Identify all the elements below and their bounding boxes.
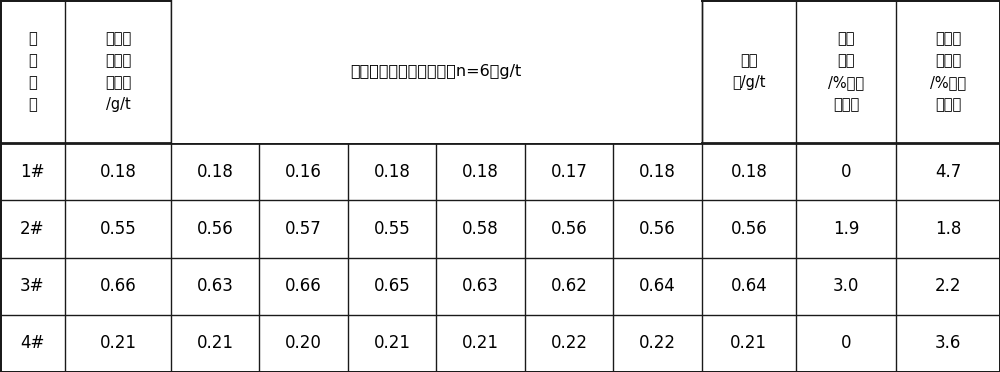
Text: 0.20: 0.20: [285, 334, 322, 352]
Text: 0.18: 0.18: [197, 163, 234, 181]
Text: 3.0: 3.0: [833, 277, 859, 295]
Text: 0.18: 0.18: [374, 163, 411, 181]
Text: 0.56: 0.56: [197, 220, 234, 238]
Text: 0.21: 0.21: [99, 334, 136, 352]
Text: 0.64: 0.64: [730, 277, 767, 295]
Text: 0.21: 0.21: [374, 334, 411, 352]
Text: 0: 0: [841, 334, 851, 352]
Text: 0.18: 0.18: [462, 163, 499, 181]
Text: 0.64: 0.64: [639, 277, 676, 295]
Text: 0.58: 0.58: [462, 220, 499, 238]
Text: 0: 0: [841, 163, 851, 181]
Text: 相对标
准偏差
/%（精
密度）: 相对标 准偏差 /%（精 密度）: [930, 31, 966, 112]
Text: 4.7: 4.7: [935, 163, 961, 181]
Text: 样
品
名
称: 样 品 名 称: [28, 31, 37, 112]
Text: 0.21: 0.21: [197, 334, 234, 352]
Text: 3.6: 3.6: [935, 334, 961, 352]
Text: 0.66: 0.66: [100, 277, 136, 295]
Text: 0.22: 0.22: [639, 334, 676, 352]
Text: 2.2: 2.2: [935, 277, 961, 295]
Text: 0.56: 0.56: [639, 220, 676, 238]
Text: 本发明的方法铂测定值（n=6）g/t: 本发明的方法铂测定值（n=6）g/t: [351, 64, 522, 79]
Text: 3#: 3#: [20, 277, 45, 295]
Text: 相对
误差
/%（准
确度）: 相对 误差 /%（准 确度）: [828, 31, 864, 112]
Text: 0.17: 0.17: [551, 163, 587, 181]
Text: 0.56: 0.56: [551, 220, 587, 238]
Text: 0.55: 0.55: [100, 220, 136, 238]
Text: 0.21: 0.21: [730, 334, 767, 352]
Text: 平均
值/g/t: 平均 值/g/t: [732, 53, 766, 90]
Text: 0.18: 0.18: [730, 163, 767, 181]
Text: 萃取分
离法铂
测定值
/g/t: 萃取分 离法铂 测定值 /g/t: [105, 31, 131, 112]
Text: 0.63: 0.63: [462, 277, 499, 295]
Text: 0.63: 0.63: [197, 277, 234, 295]
Text: 4#: 4#: [20, 334, 45, 352]
Text: 0.18: 0.18: [99, 163, 136, 181]
Text: 2#: 2#: [20, 220, 45, 238]
Text: 0.56: 0.56: [730, 220, 767, 238]
Text: 0.65: 0.65: [374, 277, 410, 295]
Text: 0.55: 0.55: [374, 220, 410, 238]
Text: 0.18: 0.18: [639, 163, 676, 181]
Text: 0.21: 0.21: [462, 334, 499, 352]
Text: 1.8: 1.8: [935, 220, 961, 238]
Text: 0.16: 0.16: [285, 163, 322, 181]
Text: 0.62: 0.62: [551, 277, 587, 295]
Text: 1#: 1#: [20, 163, 45, 181]
Text: 0.66: 0.66: [285, 277, 322, 295]
Text: 0.22: 0.22: [550, 334, 587, 352]
Text: 1.9: 1.9: [833, 220, 859, 238]
Bar: [172, 0, 701, 143]
Text: 0.57: 0.57: [285, 220, 322, 238]
